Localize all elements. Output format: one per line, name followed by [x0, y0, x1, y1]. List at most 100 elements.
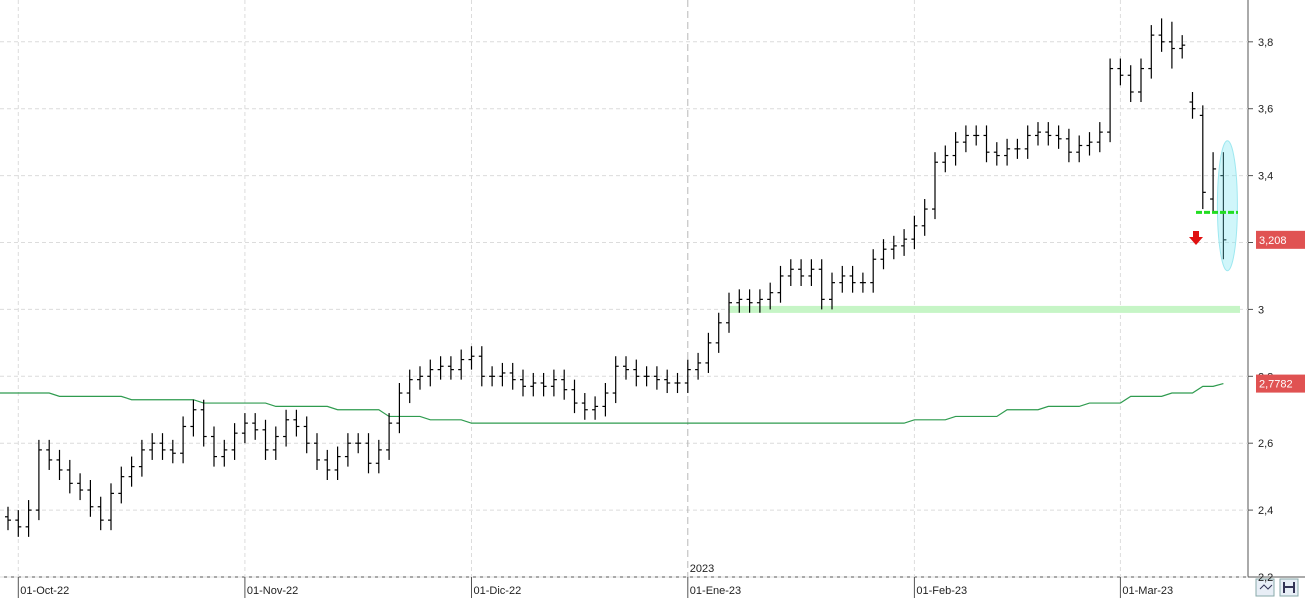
- ohlc-bar: [592, 396, 599, 420]
- y-tick-label: 2,4: [1258, 505, 1273, 517]
- ohlc-bar: [468, 346, 475, 370]
- ohlc-bar: [890, 235, 897, 260]
- ohlc-bar: [406, 369, 413, 404]
- ohlc-bar: [993, 142, 1000, 166]
- ohlc-bar: [674, 372, 681, 394]
- ohlc-bar: [447, 356, 454, 380]
- ohlc-bar: [97, 496, 104, 531]
- ohlc-bar: [1117, 58, 1124, 86]
- ohlc-bar: [1014, 138, 1021, 159]
- ohlc-bar: [314, 433, 320, 470]
- ohlc-bar: [942, 145, 949, 173]
- ohlc-bar: [108, 483, 114, 531]
- ohlc-bar: [427, 359, 434, 387]
- support-band: [729, 305, 1240, 313]
- ohlc-bar: [1076, 135, 1083, 163]
- ohlc-bar: [870, 249, 877, 293]
- ohlc-bar: [128, 456, 135, 487]
- ohlc-bar: [550, 369, 557, 397]
- ohlc-bar: [973, 125, 980, 146]
- ohlc-bar: [880, 239, 887, 270]
- price-label-box: [1256, 374, 1305, 393]
- ohlc-bar: [5, 506, 11, 531]
- x-tick-label: 01-Nov-22: [247, 585, 298, 597]
- ohlc-bar: [1127, 65, 1134, 103]
- x-tick-label: 01-Ene-23: [690, 585, 741, 597]
- ohlc-bar: [612, 356, 619, 404]
- ohlc-bar: [200, 399, 207, 447]
- ohlc-bar: [839, 265, 846, 293]
- ohlc-bar: [952, 132, 959, 166]
- ohlc-bar: [581, 393, 588, 420]
- y-tick-label: 2,2: [1258, 572, 1273, 584]
- ohlc-bar: [1035, 122, 1041, 146]
- ohlc-bar: [705, 332, 712, 373]
- ohlc-bar: [180, 416, 187, 464]
- ohlc-bar: [540, 372, 547, 397]
- price-label-box: [1256, 230, 1305, 249]
- ohlc-bar: [396, 382, 403, 434]
- ohlc-bar: [1086, 132, 1093, 156]
- ohlc-bar: [1138, 58, 1144, 103]
- ohlc-bar: [56, 449, 63, 480]
- ohlc-bar: [15, 510, 22, 537]
- ohlc-bar: [437, 356, 444, 380]
- ohlc-bar: [901, 229, 908, 256]
- ohlc-bar: [458, 349, 465, 380]
- ohlc-bar: [808, 259, 815, 286]
- ohlc-bar: [859, 272, 866, 293]
- ohlc-bar: [1024, 125, 1031, 159]
- home-icon: [1283, 582, 1295, 593]
- ohlc-bar: [756, 289, 763, 313]
- ohlc-bar: [159, 433, 166, 460]
- x-tick-label: 01-Dic-22: [474, 585, 522, 597]
- ohlc-bar: [684, 359, 691, 394]
- ohlc-bar: [211, 426, 217, 467]
- ohlc-bar: [344, 433, 351, 467]
- ohlc-bar: [623, 356, 629, 380]
- ohlc-bar: [417, 366, 423, 390]
- price-label: 2,7782: [1259, 379, 1293, 391]
- x-tick-label: 01-Feb-23: [916, 585, 967, 597]
- ohlc-bar: [520, 369, 526, 397]
- ohlc-bar: [190, 399, 197, 437]
- x-tick-label: 01-Oct-22: [20, 585, 69, 597]
- y-tick-label: 3,4: [1258, 171, 1273, 183]
- ohlc-bar: [262, 419, 269, 460]
- ohlc-bar: [252, 413, 259, 440]
- ohlc-bar: [787, 259, 794, 286]
- ohlc-bar: [1179, 35, 1186, 59]
- ohlc-bar: [293, 409, 300, 437]
- ohlc-bar: [1055, 125, 1062, 149]
- ohlc-bar: [983, 125, 990, 163]
- ohlc-bar: [87, 479, 94, 517]
- ohlc-bar: [1210, 152, 1217, 213]
- scroll-icon: [1259, 584, 1273, 590]
- ohlc-bar: [169, 439, 176, 464]
- ohlc-bar: [35, 439, 42, 521]
- annotation: 2023: [690, 563, 714, 575]
- ohlc-bar: [386, 413, 393, 460]
- ohlc-bar: [138, 439, 145, 477]
- ohlc-bar: [818, 259, 825, 310]
- scroll-button[interactable]: [1255, 578, 1275, 597]
- ohlc-bar: [499, 362, 506, 387]
- sell-arrow: [1189, 231, 1203, 245]
- ohlc-bar: [767, 282, 774, 310]
- ohlc-bar: [530, 372, 537, 397]
- ohlc-bar: [231, 423, 238, 460]
- moving-average-line: [0, 383, 1224, 424]
- ohlc-bar: [1220, 152, 1227, 260]
- ohlc-bar: [1065, 128, 1072, 163]
- ohlc-bar: [118, 466, 125, 504]
- ohlc-bar: [365, 433, 372, 474]
- ohlc-bar: [643, 366, 650, 387]
- ohlc-bar: [46, 439, 53, 470]
- y-tick-label: 3: [1258, 304, 1264, 316]
- ohlc-bar: [1189, 91, 1196, 119]
- ohlc-bar: [478, 346, 485, 387]
- y-tick-label: 2,6: [1258, 438, 1273, 450]
- y-tick-label: 3,6: [1258, 104, 1273, 116]
- ohlc-bar: [602, 382, 609, 417]
